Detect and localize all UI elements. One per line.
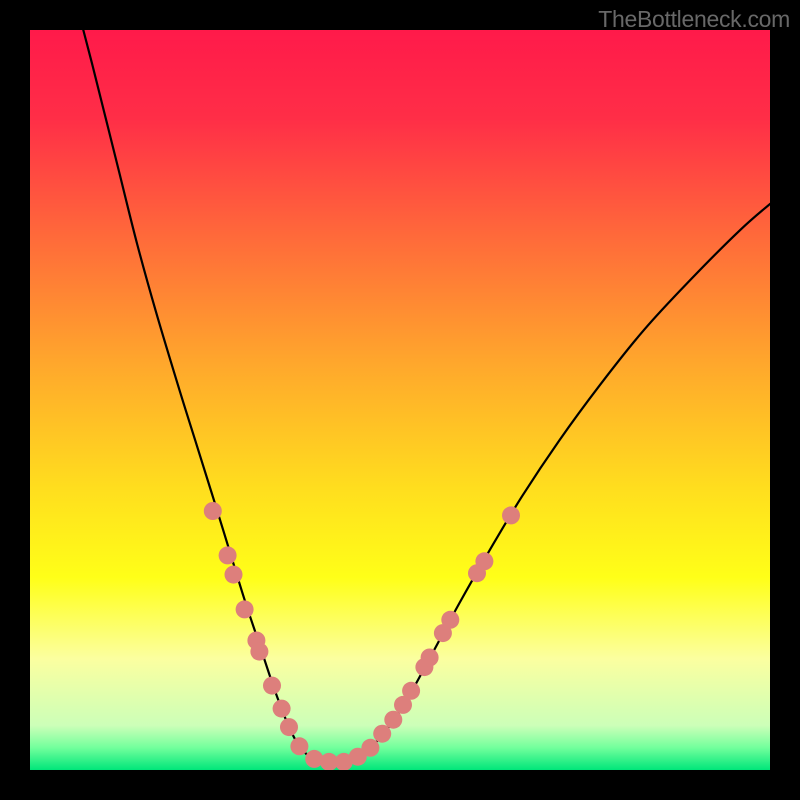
chart-frame: TheBottleneck.com bbox=[0, 0, 800, 800]
curve-marker bbox=[402, 682, 420, 700]
curve-marker bbox=[280, 718, 298, 736]
curve-marker bbox=[263, 677, 281, 695]
curve-marker bbox=[475, 552, 493, 570]
curve-marker bbox=[502, 506, 520, 524]
curve-marker bbox=[225, 566, 243, 584]
watermark-text: TheBottleneck.com bbox=[598, 6, 790, 33]
curve-marker bbox=[236, 600, 254, 618]
curve-marker bbox=[373, 725, 391, 743]
curve-marker bbox=[290, 737, 308, 755]
curve-marker bbox=[421, 649, 439, 667]
curve-marker bbox=[250, 643, 268, 661]
curve-marker bbox=[219, 546, 237, 564]
gradient-background bbox=[30, 30, 770, 770]
curve-marker bbox=[441, 611, 459, 629]
curve-marker bbox=[384, 711, 402, 729]
curve-marker bbox=[204, 502, 222, 520]
curve-marker bbox=[273, 700, 291, 718]
curve-marker bbox=[361, 739, 379, 757]
bottleneck-v-curve-chart bbox=[30, 30, 770, 770]
curve-marker bbox=[305, 750, 323, 768]
